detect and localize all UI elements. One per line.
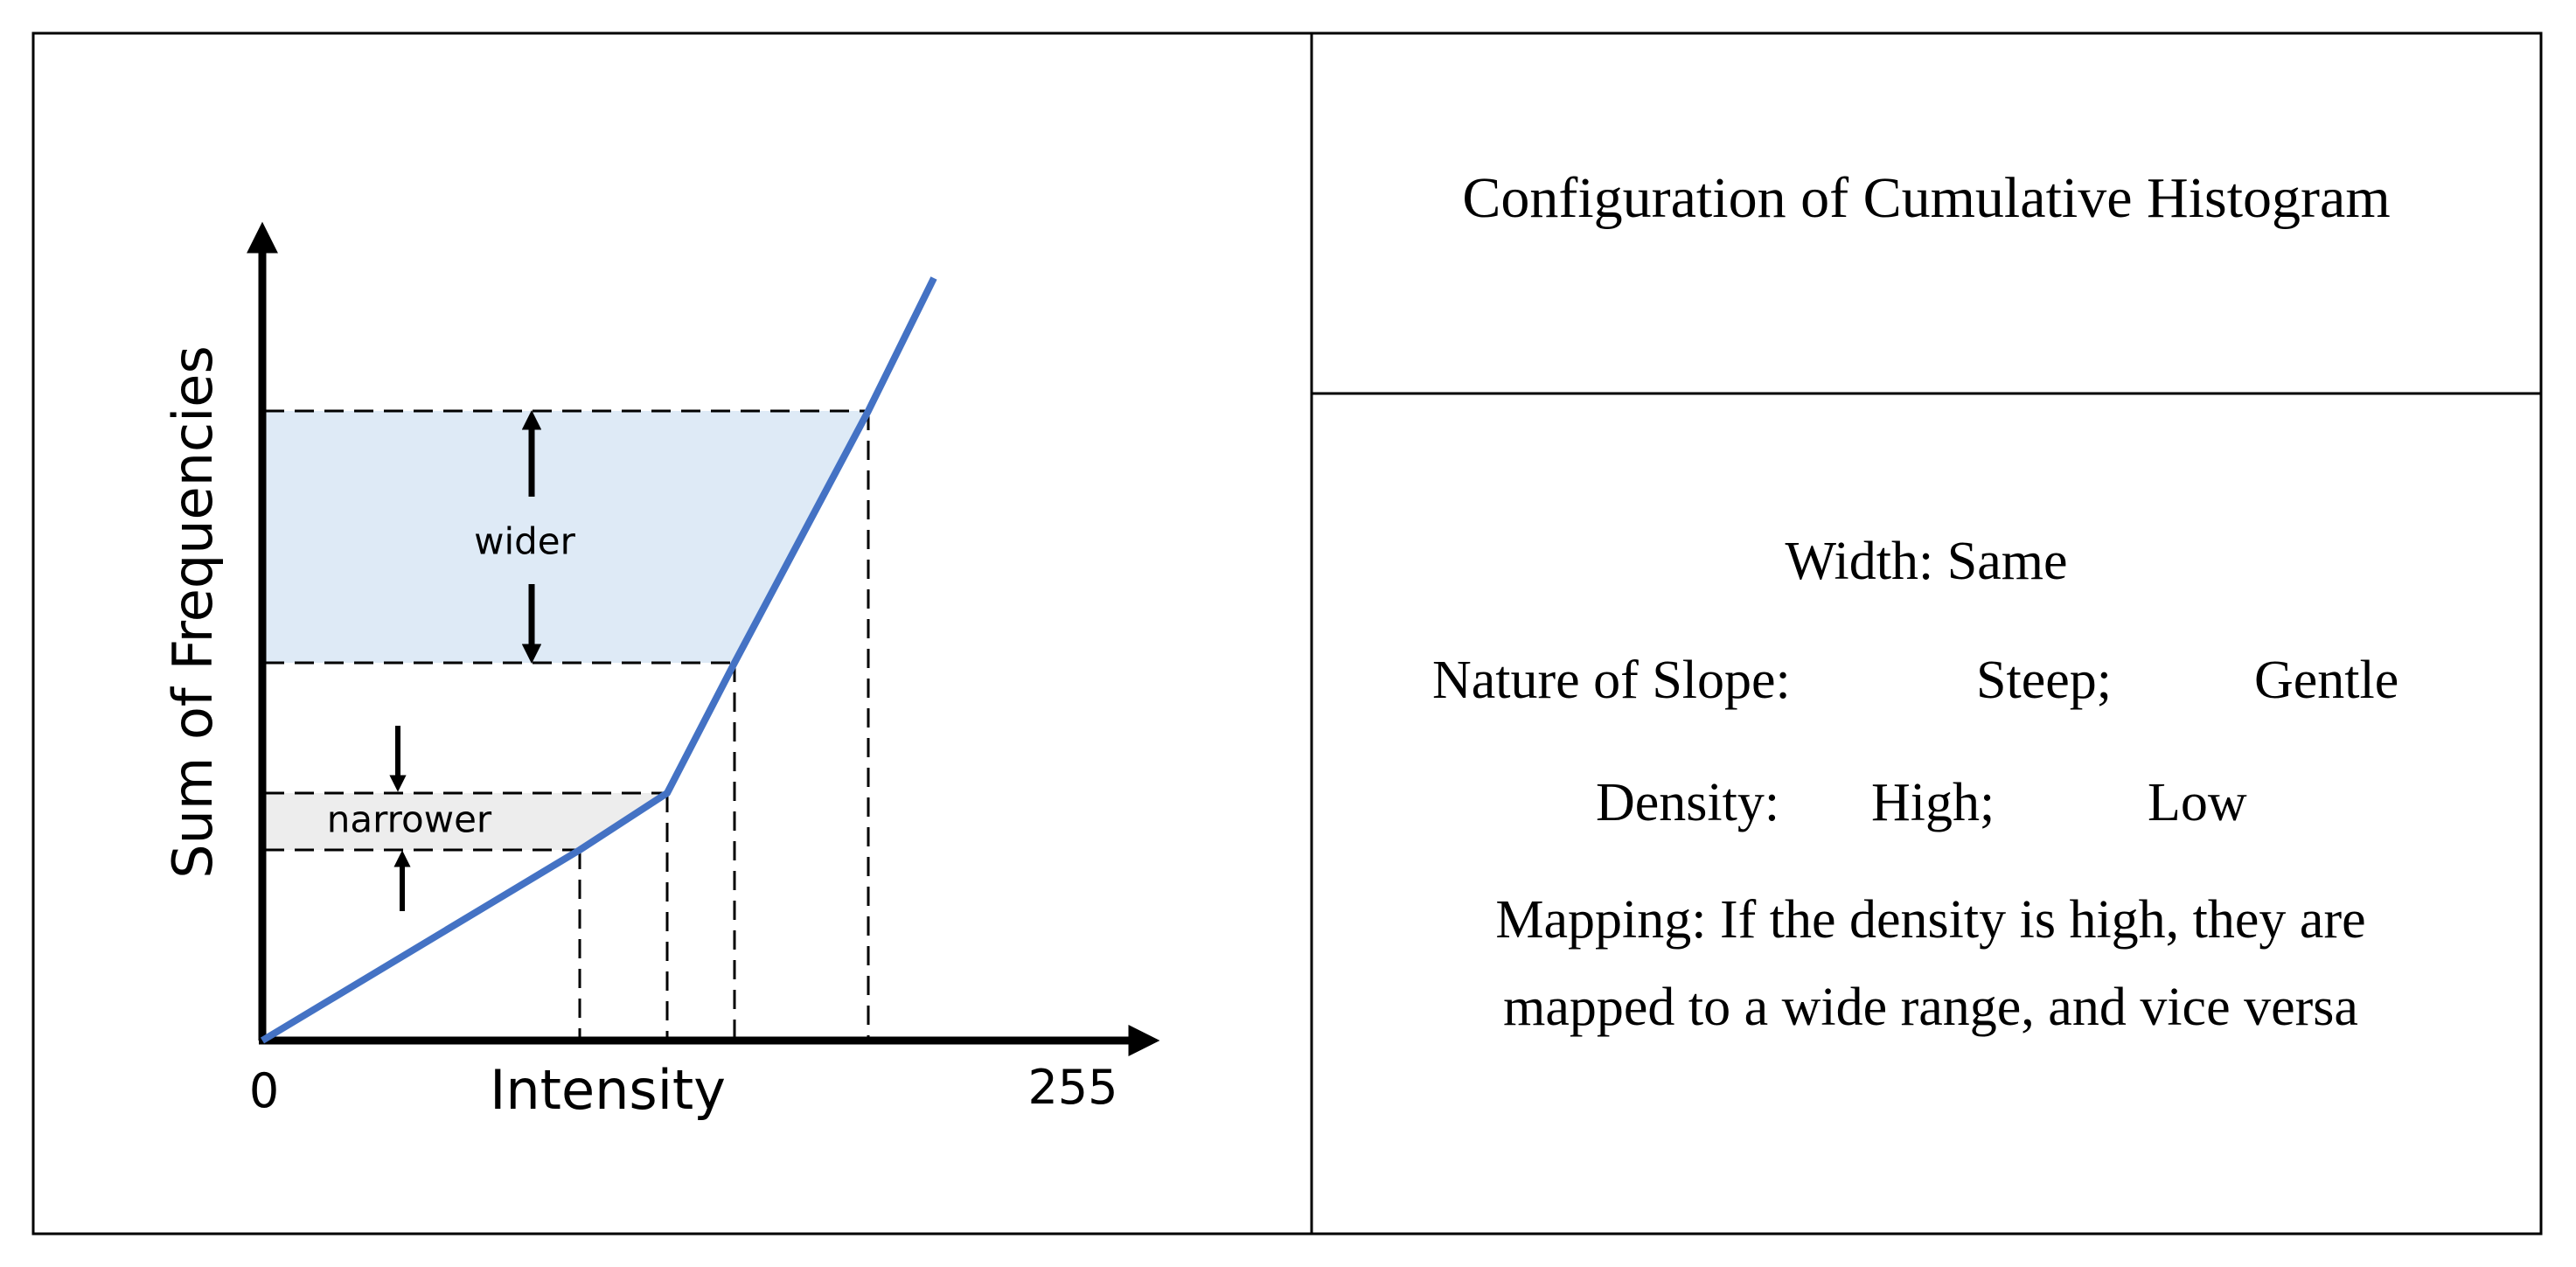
slope-gentle: Gentle — [2254, 651, 2398, 710]
wider-label: wider — [474, 520, 576, 563]
mapping-line-1: Mapping: If the density is high, they ar… — [1495, 890, 2365, 950]
slope-steep: Steep; — [1976, 651, 2112, 710]
x-max-label: 255 — [1027, 1060, 1117, 1115]
table-header: Configuration of Cumulative Histogram — [1462, 166, 2390, 230]
guide-lines — [265, 409, 870, 1039]
density-high: High; — [1871, 773, 1995, 832]
narrower-label: narrower — [327, 798, 492, 841]
y-axis-label: Sum of Frequencies — [161, 345, 225, 879]
configuration-table: Configuration of Cumulative Histogram Wi… — [1432, 166, 2398, 1037]
x-min-label: 0 — [249, 1063, 279, 1118]
table-grid — [31, 31, 2543, 1236]
cumulative-histogram-diagram: wider narrower Sum of Frequencies Intens… — [161, 221, 1160, 1122]
width-line: Width: Same — [1786, 532, 2068, 591]
slope-label: Nature of Slope: — [1432, 651, 1791, 710]
density-label: Density: — [1596, 773, 1779, 832]
density-low: Low — [2148, 773, 2247, 832]
cumulative-curve — [260, 276, 937, 1044]
x-axis-label: Intensity — [490, 1058, 726, 1122]
mapping-line-2: mapped to a wide range, and vice versa — [1503, 978, 2358, 1037]
